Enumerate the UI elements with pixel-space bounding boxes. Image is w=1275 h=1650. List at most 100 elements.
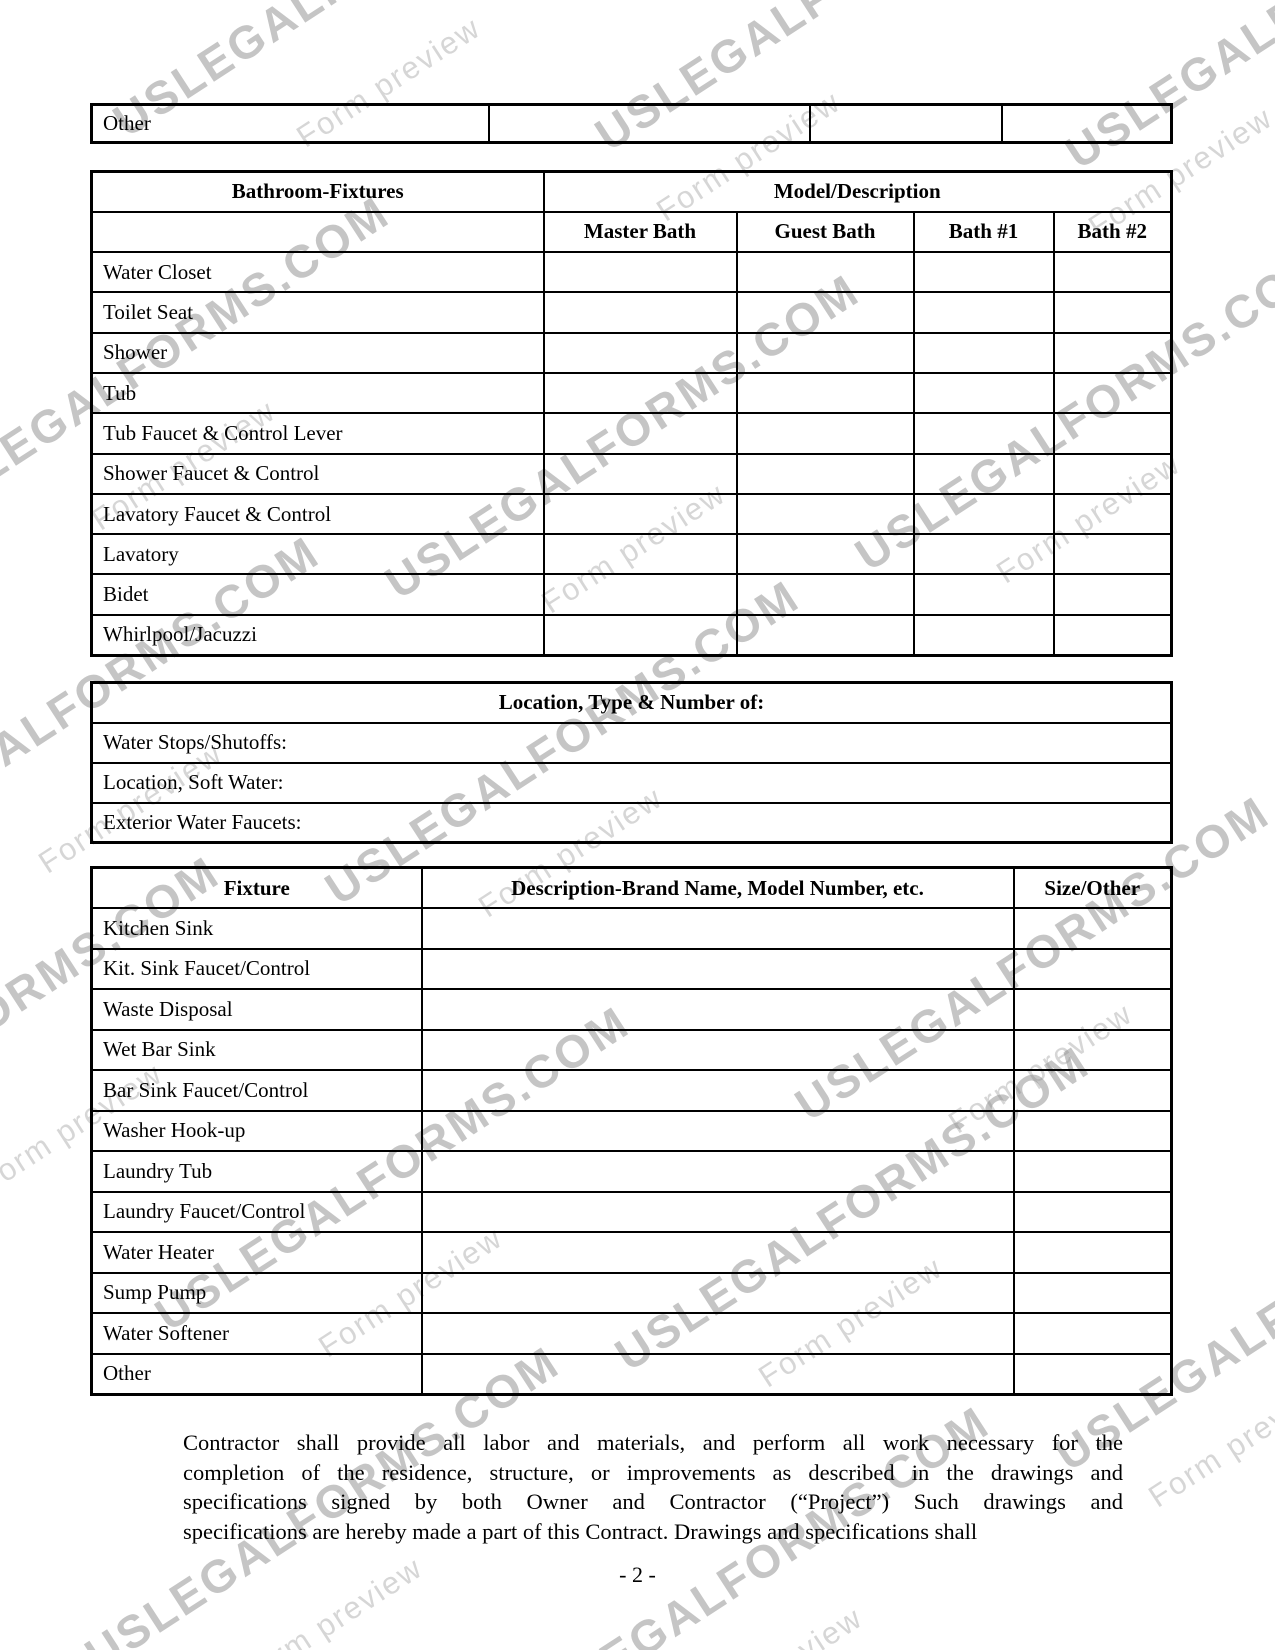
fill-in-cell	[1000, 103, 1173, 144]
table-row: Tub	[90, 371, 1173, 415]
fill-in-cell	[420, 1231, 1015, 1274]
fill-in-cell	[735, 613, 915, 657]
size-other-header: Size/Other	[1012, 866, 1173, 909]
row-label: Water Closet	[90, 251, 545, 294]
table-row: Other	[90, 103, 1173, 144]
fill-in-cell	[542, 533, 738, 576]
fill-in-cell	[912, 371, 1055, 415]
table-row: Bar Sink Faucet/Control	[90, 1069, 1173, 1112]
table-row: Kitchen Sink	[90, 907, 1173, 950]
fill-in-cell	[420, 1028, 1015, 1071]
fill-in-cell	[420, 947, 1015, 990]
table-row: Water Stops/Shutoffs:	[90, 721, 1173, 764]
row-label: Toilet Seat	[90, 291, 545, 334]
row-label: Lavatory Faucet & Control	[90, 492, 545, 536]
paragraph-line: specifications signed by both Owner and …	[183, 1489, 1123, 1514]
fill-in-cell	[542, 251, 738, 294]
fill-in-cell	[542, 412, 738, 455]
fill-in-cell	[542, 452, 738, 495]
guest-bath-header: Guest Bath	[735, 210, 915, 254]
contract-paragraph: Contractor shall provide all labor and m…	[183, 1428, 1123, 1546]
fill-in-cell	[542, 371, 738, 415]
bathroom-fixtures-table: Bathroom-Fixtures Model/Description Mast…	[90, 170, 1173, 657]
fill-in-cell	[912, 613, 1055, 657]
table-row: Tub Faucet & Control Lever	[90, 412, 1173, 455]
fill-in-cell	[542, 331, 738, 374]
row-label: Shower	[90, 331, 545, 374]
fill-in-cell	[912, 412, 1055, 455]
table-row: Sump Pump	[90, 1271, 1173, 1314]
fill-in-cell	[1012, 988, 1173, 1031]
fill-in-cell	[735, 371, 915, 415]
table-row: Water Softener	[90, 1312, 1173, 1355]
row-label: Sump Pump	[90, 1271, 423, 1314]
row-label: Location, Soft Water:	[90, 761, 1173, 804]
fill-in-cell	[1052, 251, 1173, 294]
fill-in-cell	[1012, 1271, 1173, 1314]
fill-in-cell	[1012, 907, 1173, 950]
fill-in-cell	[912, 533, 1055, 576]
row-label: Bidet	[90, 573, 545, 616]
description-brand-header: Description-Brand Name, Model Number, et…	[420, 866, 1015, 909]
fill-in-cell	[1012, 1190, 1173, 1233]
row-label: Tub Faucet & Control Lever	[90, 412, 545, 455]
bathroom-fixtures-header: Bathroom-Fixtures	[90, 170, 545, 213]
table-row: Water Closet	[90, 251, 1173, 294]
row-label: Lavatory	[90, 533, 545, 576]
row-label: Washer Hook-up	[90, 1109, 423, 1152]
row-label: Bar Sink Faucet/Control	[90, 1069, 423, 1112]
fill-in-cell	[735, 291, 915, 334]
fill-in-cell	[420, 1190, 1015, 1233]
paragraph-line: specifications are hereby made a part of…	[183, 1518, 978, 1544]
table-row: Washer Hook-up	[90, 1109, 1173, 1152]
row-label: Laundry Tub	[90, 1150, 423, 1193]
master-bath-header: Master Bath	[542, 210, 738, 254]
table-header-row: Fixture Description-Brand Name, Model Nu…	[90, 866, 1173, 909]
fill-in-cell	[420, 1109, 1015, 1152]
fill-in-cell	[1012, 1109, 1173, 1152]
fill-in-cell	[420, 1352, 1015, 1395]
table-row: Lavatory	[90, 533, 1173, 576]
fill-in-cell	[735, 412, 915, 455]
fill-in-cell	[735, 533, 915, 576]
table-row: Lavatory Faucet & Control	[90, 492, 1173, 536]
row-label: Wet Bar Sink	[90, 1028, 423, 1071]
top-continuation-table: Other	[90, 103, 1173, 144]
table-row: Location, Soft Water:	[90, 761, 1173, 804]
row-label: Water Heater	[90, 1231, 423, 1274]
table-row: Kit. Sink Faucet/Control	[90, 947, 1173, 990]
table-row: Whirlpool/Jacuzzi	[90, 613, 1173, 657]
table-row: Other	[90, 1352, 1173, 1395]
fill-in-cell	[1052, 371, 1173, 415]
table-row: Laundry Faucet/Control	[90, 1190, 1173, 1233]
bath2-header: Bath #2	[1052, 210, 1173, 254]
table-row: Waste Disposal	[90, 988, 1173, 1031]
fill-in-cell	[420, 1150, 1015, 1193]
fill-in-cell	[735, 251, 915, 294]
row-label: Laundry Faucet/Control	[90, 1190, 423, 1233]
fill-in-cell	[912, 251, 1055, 294]
fill-in-cell	[912, 291, 1055, 334]
fill-in-cell	[912, 452, 1055, 495]
fill-in-cell	[420, 1312, 1015, 1355]
fill-in-cell	[1052, 452, 1173, 495]
fill-in-cell	[1052, 533, 1173, 576]
row-label: Exterior Water Faucets:	[90, 801, 1173, 844]
fill-in-cell	[1052, 331, 1173, 374]
table-row: Wet Bar Sink	[90, 1028, 1173, 1071]
bath1-header: Bath #1	[912, 210, 1055, 254]
row-label: Waste Disposal	[90, 988, 423, 1031]
table-row: Shower	[90, 331, 1173, 374]
table-row: Toilet Seat	[90, 291, 1173, 334]
row-label: Shower Faucet & Control	[90, 452, 545, 495]
table-row: Shower Faucet & Control	[90, 452, 1173, 495]
fill-in-cell	[735, 492, 915, 536]
row-label: Whirlpool/Jacuzzi	[90, 613, 545, 657]
fill-in-cell	[1052, 291, 1173, 334]
fill-in-cell	[420, 907, 1015, 950]
fill-in-cell	[542, 573, 738, 616]
row-label: Water Softener	[90, 1312, 423, 1355]
fill-in-cell	[542, 613, 738, 657]
location-type-number-table: Location, Type & Number of: Water Stops/…	[90, 681, 1173, 844]
